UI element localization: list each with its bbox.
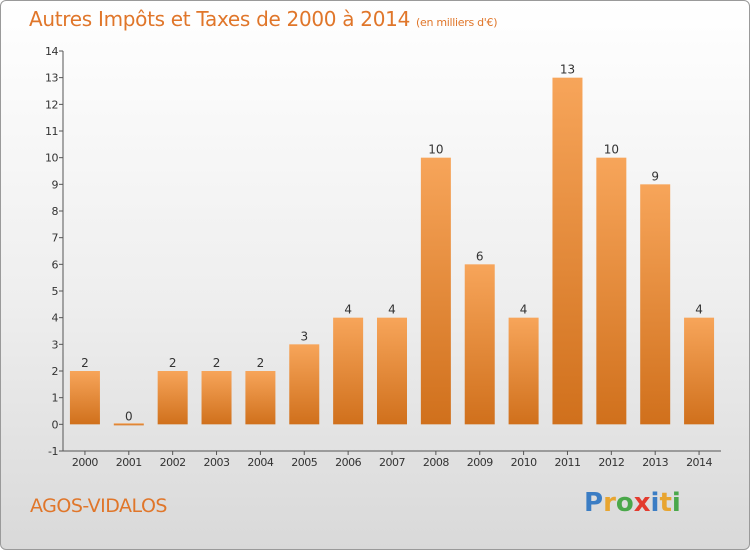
data-label: 2: [213, 356, 221, 370]
data-label: 9: [651, 169, 659, 183]
x-tick-label: 2005: [291, 456, 317, 469]
x-tick-label: 2002: [160, 456, 186, 469]
x-tick-label: 2014: [686, 456, 712, 469]
y-tick-label: 5: [52, 285, 59, 298]
y-tick-label: 7: [52, 232, 59, 245]
logo-letter: t: [659, 488, 672, 518]
logo-letter: i: [671, 488, 681, 518]
x-tick-label: 2007: [379, 456, 405, 469]
bar: [420, 157, 451, 425]
x-tick-label: 2001: [116, 456, 142, 469]
bar: [464, 264, 495, 425]
bar: [640, 184, 671, 425]
commune-name: AGOS-VIDALOS: [30, 495, 167, 517]
bar: [69, 371, 100, 425]
bar: [684, 317, 715, 425]
y-tick-label: 1: [52, 392, 59, 405]
logo-letter: P: [584, 488, 604, 518]
x-tick-label: 2006: [335, 456, 361, 469]
data-label: 10: [428, 143, 443, 157]
y-tick-label: 12: [45, 98, 58, 111]
data-label: 6: [476, 249, 484, 263]
x-tick-label: 2010: [511, 456, 537, 469]
y-tick-label: 3: [52, 338, 59, 351]
y-tick-label: 10: [45, 152, 58, 165]
y-tick-label: 14: [45, 45, 58, 58]
title-text: Autres Impôts et Taxes de 2000 à 2014: [29, 7, 410, 31]
data-label: 4: [344, 303, 352, 317]
bar: [377, 317, 407, 425]
data-label: 3: [300, 329, 308, 343]
data-label: 2: [169, 356, 177, 370]
y-tick-label: 4: [52, 312, 59, 325]
data-label: 13: [560, 63, 575, 77]
bar: [508, 317, 539, 425]
logo-letter: i: [650, 488, 660, 518]
bar: [157, 371, 188, 425]
bar: [333, 317, 364, 425]
proxiti-logo: Proxiti: [584, 488, 681, 518]
data-label: 4: [520, 303, 528, 317]
data-label: 2: [257, 356, 265, 370]
x-tick-label: 2009: [467, 456, 493, 469]
chart-title: Autres Impôts et Taxes de 2000 à 2014 (en…: [29, 7, 497, 31]
logo-letter: x: [633, 488, 651, 518]
x-tick-label: 2013: [642, 456, 668, 469]
y-tick-label: 9: [52, 178, 59, 191]
y-tick-label: 8: [52, 205, 59, 218]
data-label: 2: [81, 356, 89, 370]
y-tick-label: 13: [45, 72, 58, 85]
bar: [113, 423, 144, 426]
y-tick-label: 0: [52, 418, 59, 431]
y-tick-label: 11: [45, 125, 58, 138]
logo-letter: o: [615, 488, 634, 518]
data-label: 4: [695, 303, 703, 317]
logo-letter: r: [603, 488, 616, 518]
bar: [289, 344, 320, 425]
x-tick-label: 2011: [554, 456, 580, 469]
x-tick-label: 2003: [204, 456, 230, 469]
x-tick-label: 2000: [72, 456, 98, 469]
data-label: 4: [388, 303, 396, 317]
x-tick-label: 2008: [423, 456, 449, 469]
y-tick-label: 2: [52, 365, 59, 378]
data-label: 0: [125, 409, 133, 423]
chart-subtitle: (en milliers d'€): [416, 16, 498, 29]
y-tick-label: 6: [52, 258, 59, 271]
bar: [552, 77, 583, 425]
data-label: 10: [604, 143, 619, 157]
bar: [201, 371, 232, 425]
bar: [596, 157, 627, 425]
y-tick-label: -1: [48, 445, 58, 458]
x-tick-label: 2012: [598, 456, 624, 469]
x-tick-label: 2004: [247, 456, 273, 469]
bar: [245, 371, 276, 425]
